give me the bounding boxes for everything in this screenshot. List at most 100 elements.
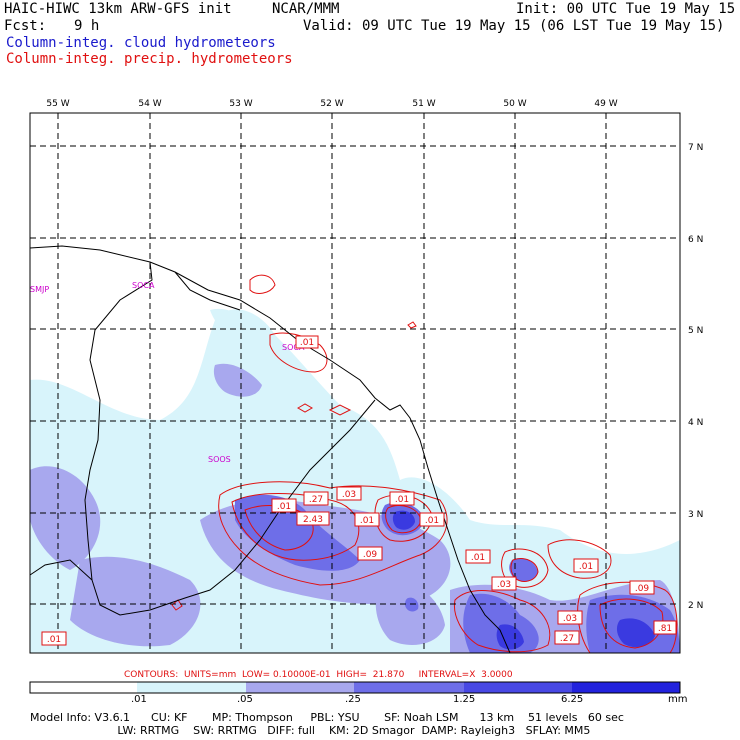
colorbar-frame (29, 681, 681, 694)
forecast-label: Fcst: (4, 18, 47, 34)
border-interior (29, 399, 376, 616)
station-smjp: SMJP (30, 285, 49, 294)
colorbar-tick: .25 (345, 694, 361, 705)
contour-label: .01 (425, 516, 439, 526)
contour-label-box: .01 (271, 498, 297, 513)
contour-label-box: .01 (41, 631, 67, 646)
intense-cloud-core-east (616, 618, 655, 648)
contour-label: .01 (47, 635, 61, 645)
contour-label: .01 (277, 502, 291, 512)
contour-label-box: .81 (653, 620, 677, 635)
contour-label: .03 (342, 490, 356, 500)
lat-label-4n: 4 N (688, 418, 703, 428)
init-time: Init: 00 UTC Tue 19 May 15 (516, 1, 736, 17)
medium-cloud-west-coast (213, 363, 262, 397)
contour-label: .01 (300, 338, 314, 348)
forecast-hours: 9 h (74, 18, 100, 34)
light-cloud-patch (210, 308, 250, 337)
cloud-field-title: Column-integ. cloud hydrometeors (6, 35, 276, 51)
colorbar-bin-2 (246, 682, 354, 693)
lon-label-51w: 51 W (412, 99, 435, 109)
medium-cloud-south (375, 579, 445, 645)
model-info-line-1: Model Info: V3.6.1 CU: KF MP: Thompson P… (30, 711, 624, 724)
medium-cloud-left-low (70, 556, 201, 647)
lat-label-2n: 2 N (688, 601, 703, 611)
map-frame (29, 112, 681, 654)
colorbar-bin-5 (572, 682, 680, 693)
cloud-shading (30, 308, 680, 653)
precip-field-title: Column-integ. precip. hydrometeors (6, 51, 293, 67)
contour-label-box: .03 (557, 610, 583, 625)
lat-lon-grid (30, 113, 680, 653)
medium-cloud-west (30, 466, 101, 570)
contour-info: CONTOURS: UNITS=mm LOW= 0.10000E-01 HIGH… (124, 670, 513, 680)
contour-label: .03 (497, 580, 511, 590)
contour-label: .27 (560, 634, 574, 644)
strong-cloud-isolated (509, 558, 538, 582)
station-labels: SMJP SOCA SOOS SOCA (30, 281, 305, 464)
contour-label-box: .01 (419, 512, 445, 527)
intense-cloud-core (392, 510, 415, 530)
station-soca: SOCA (132, 281, 155, 290)
contour-far-east-inner (599, 598, 664, 649)
colorbar-units: mm (668, 694, 688, 705)
contour-southeast-complex (453, 590, 551, 653)
colorbar-tick: .05 (237, 694, 253, 705)
contour-small-diamond-2 (296, 403, 314, 413)
colorbar-bin-1 (137, 682, 246, 693)
lon-label-55w: 55 W (46, 99, 69, 109)
frame-ticks (57, 113, 607, 119)
colorbar-tick: .01 (131, 694, 147, 705)
contour-label: .81 (658, 624, 672, 634)
station-soos: SOOS (208, 455, 231, 464)
strong-cloud-band (235, 494, 360, 571)
contour-label-box: .27 (303, 491, 329, 506)
lat-label-3n: 3 N (688, 510, 703, 520)
contour-label: 2.43 (303, 515, 323, 525)
contour-label-box: .01 (354, 512, 380, 527)
contour-label-box: .03 (491, 576, 517, 591)
intense-cloud-core-south (496, 624, 524, 650)
border-suriname-french-guiana (84, 261, 153, 581)
coastline-north (29, 245, 511, 654)
lon-label-52w: 52 W (320, 99, 343, 109)
contour-core-north-inner (385, 505, 422, 534)
lon-labels: 55 W 54 W 53 W 52 W 51 W 50 W 49 W (46, 99, 617, 109)
lat-label-6n: 6 N (688, 235, 703, 245)
colorbar (29, 681, 681, 694)
contour-labels: .01 .27 .03 .01 .01 2.43 .01 .01 .09 .01… (41, 335, 677, 646)
contour-label: .01 (579, 562, 593, 572)
center-name: NCAR/MMM (272, 1, 340, 17)
contour-central-outer (218, 481, 448, 586)
contour-spot-n (407, 321, 417, 329)
contour-label-box: 2.43 (296, 511, 330, 526)
lon-label-54w: 54 W (138, 99, 161, 109)
contour-east-isolated-inner (510, 558, 539, 582)
colorbar-tick: 6.25 (561, 694, 584, 705)
lat-label-5n: 5 N (688, 326, 703, 336)
colorbar-ticks: .01 .05 .25 1.25 6.25 mm (0, 694, 740, 708)
contour-label: .09 (635, 584, 650, 594)
contour-label-box: .01 (295, 335, 319, 349)
contour-label-box: .01 (573, 558, 599, 573)
contour-spot-sw (171, 599, 183, 611)
contour-far-east (577, 581, 678, 653)
contour-small-diamond (328, 404, 352, 416)
colorbar-bin-3 (354, 682, 464, 693)
contour-east-ring (547, 539, 612, 579)
lon-label-53w: 53 W (229, 99, 252, 109)
contour-label: .03 (563, 614, 577, 624)
contour-label: .09 (363, 550, 378, 560)
contour-label: .27 (309, 495, 323, 505)
lat-label-7n: 7 N (688, 143, 703, 153)
border-french-guiana-brazil (174, 271, 241, 311)
contour-label-box: .09 (629, 580, 655, 595)
colorbar-bin-0 (30, 682, 137, 693)
contour-northwest-blob (249, 274, 276, 294)
contour-east-isolated (501, 548, 549, 588)
contour-label-box: .03 (336, 486, 362, 501)
contour-label-box: .01 (465, 549, 491, 564)
forecast-map: 55 W 54 W 53 W 52 W 51 W 50 W 49 W 7 N 6… (29, 99, 703, 694)
lon-label-50w: 50 W (503, 99, 526, 109)
small-cloud-spot (405, 597, 419, 612)
